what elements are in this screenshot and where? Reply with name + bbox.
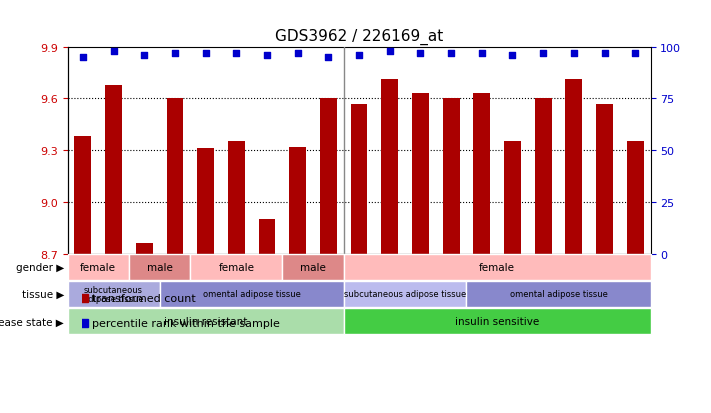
Bar: [343, 281, 466, 307]
Bar: [381, 80, 398, 254]
Point: [507, 52, 518, 59]
Text: omental adipose tissue: omental adipose tissue: [203, 290, 301, 299]
Bar: [228, 142, 245, 254]
Bar: [191, 254, 282, 280]
Bar: [466, 281, 651, 307]
Point: [200, 50, 211, 57]
Bar: [75, 137, 91, 254]
Bar: [351, 104, 368, 254]
Bar: [159, 281, 343, 307]
Point: [415, 50, 426, 57]
Point: [262, 52, 273, 59]
Text: disease state ▶: disease state ▶: [0, 316, 64, 327]
Bar: [535, 99, 552, 254]
Point: [323, 55, 334, 61]
Point: [476, 50, 488, 57]
Point: [599, 50, 610, 57]
Text: tissue ▶: tissue ▶: [21, 289, 64, 299]
Point: [292, 50, 304, 57]
Text: male: male: [300, 262, 326, 272]
Bar: [68, 309, 343, 335]
Bar: [166, 99, 183, 254]
Bar: [68, 254, 129, 280]
Point: [169, 50, 181, 57]
Text: percentile rank within the sample: percentile rank within the sample: [92, 318, 280, 328]
Bar: [289, 147, 306, 254]
Bar: [412, 94, 429, 254]
Text: subcutaneous adipose tissue: subcutaneous adipose tissue: [344, 290, 466, 299]
Bar: [282, 254, 343, 280]
Text: insulin resistant: insulin resistant: [164, 316, 247, 327]
Point: [77, 55, 89, 61]
Point: [353, 52, 365, 59]
Text: female: female: [80, 262, 116, 272]
Point: [629, 50, 641, 57]
Text: insulin sensitive: insulin sensitive: [455, 316, 539, 327]
Point: [568, 50, 579, 57]
Point: [445, 50, 456, 57]
Bar: [474, 94, 491, 254]
Bar: [68, 281, 159, 307]
Bar: [129, 254, 191, 280]
Bar: [443, 99, 459, 254]
Text: transformed count: transformed count: [92, 294, 196, 304]
Point: [139, 52, 150, 59]
Text: subcutaneous
adipose tissue: subcutaneous adipose tissue: [83, 285, 144, 304]
Point: [230, 50, 242, 57]
Point: [108, 48, 119, 55]
Bar: [259, 220, 275, 254]
Point: [384, 48, 395, 55]
Bar: [136, 244, 153, 254]
Bar: [596, 104, 613, 254]
Text: female: female: [479, 262, 515, 272]
Bar: [343, 309, 651, 335]
Bar: [320, 99, 337, 254]
Bar: [504, 142, 521, 254]
Bar: [105, 85, 122, 254]
Bar: [627, 142, 643, 254]
Bar: [565, 80, 582, 254]
Title: GDS3962 / 226169_at: GDS3962 / 226169_at: [275, 28, 443, 45]
Text: female: female: [218, 262, 255, 272]
Text: omental adipose tissue: omental adipose tissue: [510, 290, 607, 299]
Bar: [197, 149, 214, 254]
Bar: [343, 254, 651, 280]
Point: [538, 50, 549, 57]
Text: gender ▶: gender ▶: [16, 262, 64, 272]
Text: male: male: [146, 262, 173, 272]
